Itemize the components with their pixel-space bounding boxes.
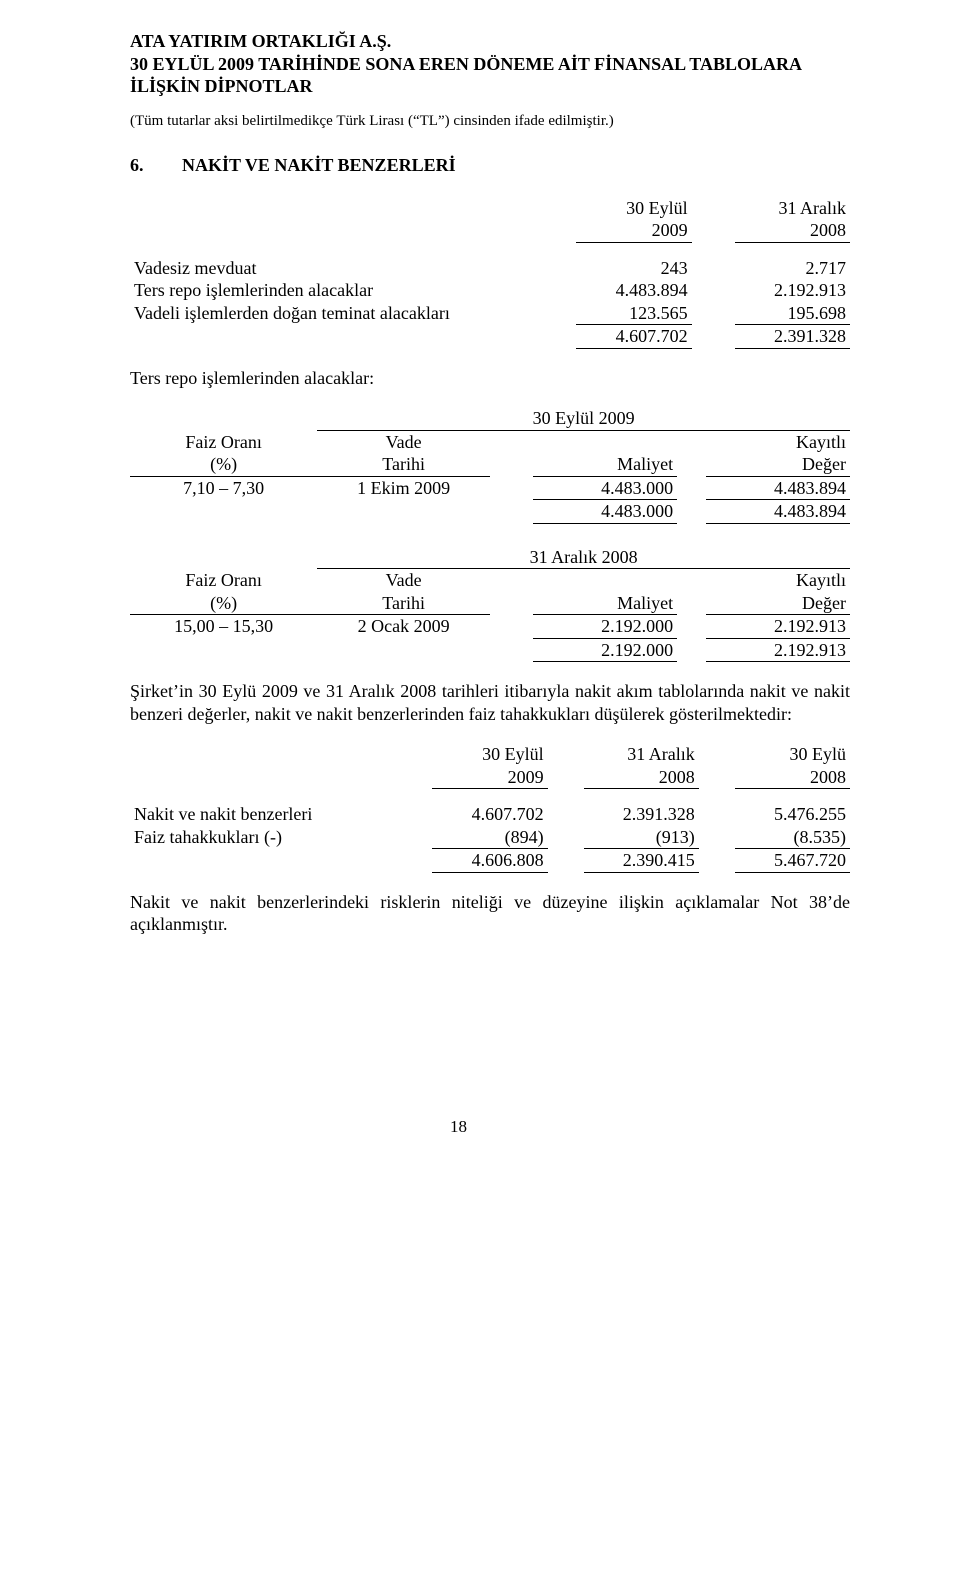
repo1-cost: 4.483.000: [533, 476, 677, 500]
row-value: 243: [576, 257, 691, 280]
repo-table-2: 31 Aralık 2008 Faiz Oranı Vade Kayıtlı (…: [130, 546, 850, 663]
row-value: (913): [584, 826, 699, 849]
cash-head-c2a: 31 Aralık: [584, 743, 699, 766]
repo2-head-rate-a: Faiz Oranı: [130, 569, 317, 592]
row-label: Nakit ve nakit benzerleri: [130, 803, 404, 826]
paragraph-1: Şirket’in 30 Eylü 2009 ve 31 Aralık 2008…: [130, 680, 850, 725]
section-heading: 6. NAKİT VE NAKİT BENZERLERİ: [130, 154, 850, 177]
repo1-head-val-a: Kayıtlı: [706, 430, 850, 453]
repo1-head-cost: Maliyet: [533, 453, 677, 476]
row-value: (8.535): [735, 826, 850, 849]
total-value: 4.606.808: [432, 849, 547, 873]
paragraph-2: Nakit ve nakit benzerlerindeki risklerin…: [130, 891, 850, 936]
header-subtitle-2: İLİŞKİN DİPNOTLAR: [130, 75, 850, 98]
row-value: 123.565: [576, 302, 691, 325]
repo2-tot-cost: 2.192.000: [533, 638, 677, 662]
row-label: Vadesiz mevduat: [130, 257, 533, 280]
repo2-cost: 2.192.000: [533, 615, 677, 639]
repo1-val: 4.483.894: [706, 476, 850, 500]
row-value: 195.698: [735, 302, 850, 325]
total-value: 2.391.328: [735, 325, 850, 349]
totals-row: 2.192.000 2.192.913: [130, 638, 850, 662]
totals-row: 4.607.702 2.391.328: [130, 325, 850, 349]
row-value: (894): [432, 826, 547, 849]
cash-head-c1a: 30 Eylül: [432, 743, 547, 766]
cash-table: 30 Eylül 31 Aralık 30 Eylü 2009 2008 200…: [130, 743, 850, 873]
top-head-c1a: 30 Eylül: [576, 197, 691, 220]
section-title: NAKİT VE NAKİT BENZERLERİ: [182, 154, 456, 177]
table-row: 15,00 – 15,30 2 Ocak 2009 2.192.000 2.19…: [130, 615, 850, 639]
repo1-head-rate-b: (%): [130, 453, 317, 476]
row-value: 2.717: [735, 257, 850, 280]
repo2-date: 2 Ocak 2009: [317, 615, 490, 639]
cash-head-c2b: 2008: [584, 766, 699, 789]
total-value: 5.467.720: [735, 849, 850, 873]
repo2-head-cost: Maliyet: [533, 592, 677, 615]
page-number: 18: [130, 1116, 850, 1137]
repo2-head-date-a: Vade: [317, 569, 490, 592]
row-value: 5.476.255: [735, 803, 850, 826]
table-row: Nakit ve nakit benzerleri 4.607.702 2.39…: [130, 803, 850, 826]
cash-head-c1b: 2009: [432, 766, 547, 789]
table-row: Vadesiz mevduat 243 2.717: [130, 257, 850, 280]
top-head-c1b: 2009: [576, 219, 691, 242]
repo1-caption: 30 Eylül 2009: [317, 407, 850, 430]
totals-row: 4.483.000 4.483.894: [130, 500, 850, 524]
cash-head-c3a: 30 Eylü: [735, 743, 850, 766]
repo1-head-val-b: Değer: [706, 453, 850, 476]
total-value: 2.390.415: [584, 849, 699, 873]
repo2-head-date-b: Tarihi: [317, 592, 490, 615]
repo1-date: 1 Ekim 2009: [317, 476, 490, 500]
row-label: Vadeli işlemlerden doğan teminat alacakl…: [130, 302, 533, 325]
top-head-c2b: 2008: [735, 219, 850, 242]
ters-repo-line: Ters repo işlemlerinden alacaklar:: [130, 367, 850, 390]
repo2-rate: 15,00 – 15,30: [130, 615, 317, 639]
row-value: 4.483.894: [576, 279, 691, 302]
repo1-head-date-a: Vade: [317, 430, 490, 453]
repo1-head-date-b: Tarihi: [317, 453, 490, 476]
repo2-val: 2.192.913: [706, 615, 850, 639]
table-row: Faiz tahakkukları (-) (894) (913) (8.535…: [130, 826, 850, 849]
total-value: 4.607.702: [576, 325, 691, 349]
cash-head-c3b: 2008: [735, 766, 850, 789]
row-value: 2.192.913: [735, 279, 850, 302]
repo-table-1: 30 Eylül 2009 Faiz Oranı Vade Kayıtlı (%…: [130, 407, 850, 524]
repo2-tot-val: 2.192.913: [706, 638, 850, 662]
company-name: ATA YATIRIM ORTAKLIĞI A.Ş.: [130, 30, 850, 53]
top-summary-table: 30 Eylül 31 Aralık 2009 2008 Vadesiz mev…: [130, 197, 850, 349]
repo2-head-val-b: Değer: [706, 592, 850, 615]
row-label: Ters repo işlemlerinden alacaklar: [130, 279, 533, 302]
table-row: Ters repo işlemlerinden alacaklar 4.483.…: [130, 279, 850, 302]
row-label: Faiz tahakkukları (-): [130, 826, 404, 849]
repo2-caption: 31 Aralık 2008: [317, 546, 850, 569]
repo2-head-val-a: Kayıtlı: [706, 569, 850, 592]
repo1-head-rate-a: Faiz Oranı: [130, 430, 317, 453]
totals-row: 4.606.808 2.390.415 5.467.720: [130, 849, 850, 873]
repo1-rate: 7,10 – 7,30: [130, 476, 317, 500]
repo2-head-rate-b: (%): [130, 592, 317, 615]
header-subtitle-1: 30 EYLÜL 2009 TARİHİNDE SONA EREN DÖNEME…: [130, 53, 850, 76]
repo1-tot-cost: 4.483.000: [533, 500, 677, 524]
repo1-tot-val: 4.483.894: [706, 500, 850, 524]
header-note: (Tüm tutarlar aksi belirtilmedikçe Türk …: [130, 112, 850, 131]
table-row: Vadeli işlemlerden doğan teminat alacakl…: [130, 302, 850, 325]
row-value: 4.607.702: [432, 803, 547, 826]
table-row: 7,10 – 7,30 1 Ekim 2009 4.483.000 4.483.…: [130, 476, 850, 500]
top-head-c2a: 31 Aralık: [735, 197, 850, 220]
section-number: 6.: [130, 154, 162, 177]
row-value: 2.391.328: [584, 803, 699, 826]
